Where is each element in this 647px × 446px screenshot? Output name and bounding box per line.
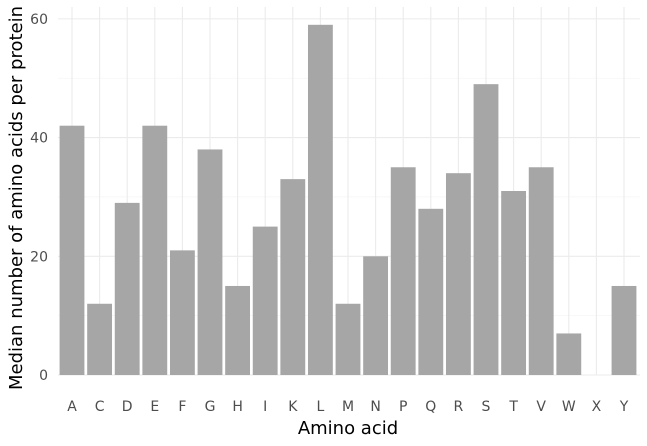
y-tick-label: 20: [30, 249, 48, 265]
x-tick-label: D: [122, 399, 133, 415]
x-tick-label: H: [232, 399, 243, 415]
bar: [335, 303, 361, 375]
bar: [225, 285, 251, 375]
x-tick-label: V: [536, 399, 546, 415]
x-tick-label: L: [316, 399, 324, 415]
x-tick-label: E: [150, 399, 159, 415]
bar: [307, 24, 333, 375]
bar: [280, 179, 306, 375]
bar: [528, 167, 554, 375]
x-tick-label: Q: [425, 399, 436, 415]
y-axis-title: Median number of amino acids per protein: [6, 6, 27, 390]
bar: [197, 149, 223, 375]
x-axis-title: Amino acid: [298, 418, 398, 439]
bar: [363, 256, 389, 375]
x-tick-label: G: [205, 399, 216, 415]
x-tick-label: N: [370, 399, 380, 415]
bar: [390, 167, 416, 375]
bar: [59, 125, 85, 375]
y-tick-label: 60: [30, 12, 48, 28]
y-tick-label: 0: [39, 368, 48, 384]
x-tick-label: C: [95, 399, 105, 415]
bar: [87, 303, 113, 375]
y-tick-label: 40: [30, 131, 48, 147]
x-tick-label: Y: [619, 399, 629, 415]
bar: [473, 84, 499, 376]
bar: [142, 125, 168, 375]
x-tick-label: K: [288, 399, 298, 415]
x-tick-label: I: [263, 399, 267, 415]
bar: [114, 202, 140, 375]
bar: [611, 285, 637, 375]
bar: [418, 208, 444, 375]
x-tick-label: A: [67, 399, 77, 415]
x-tick-label: M: [342, 399, 354, 415]
bars: [59, 24, 637, 376]
bar: [445, 173, 471, 375]
bar: [501, 191, 527, 375]
x-tick-label: T: [508, 399, 518, 415]
x-tick-label: R: [454, 399, 464, 415]
y-axis-ticks: 0 20 40 60: [30, 12, 48, 384]
x-tick-label: X: [592, 399, 602, 415]
bar: [556, 333, 582, 375]
x-tick-label: S: [482, 399, 491, 415]
x-tick-label: F: [178, 399, 186, 415]
x-tick-label: W: [562, 399, 576, 415]
x-tick-label: P: [399, 399, 407, 415]
bar: [169, 250, 195, 375]
bar: [252, 226, 278, 375]
